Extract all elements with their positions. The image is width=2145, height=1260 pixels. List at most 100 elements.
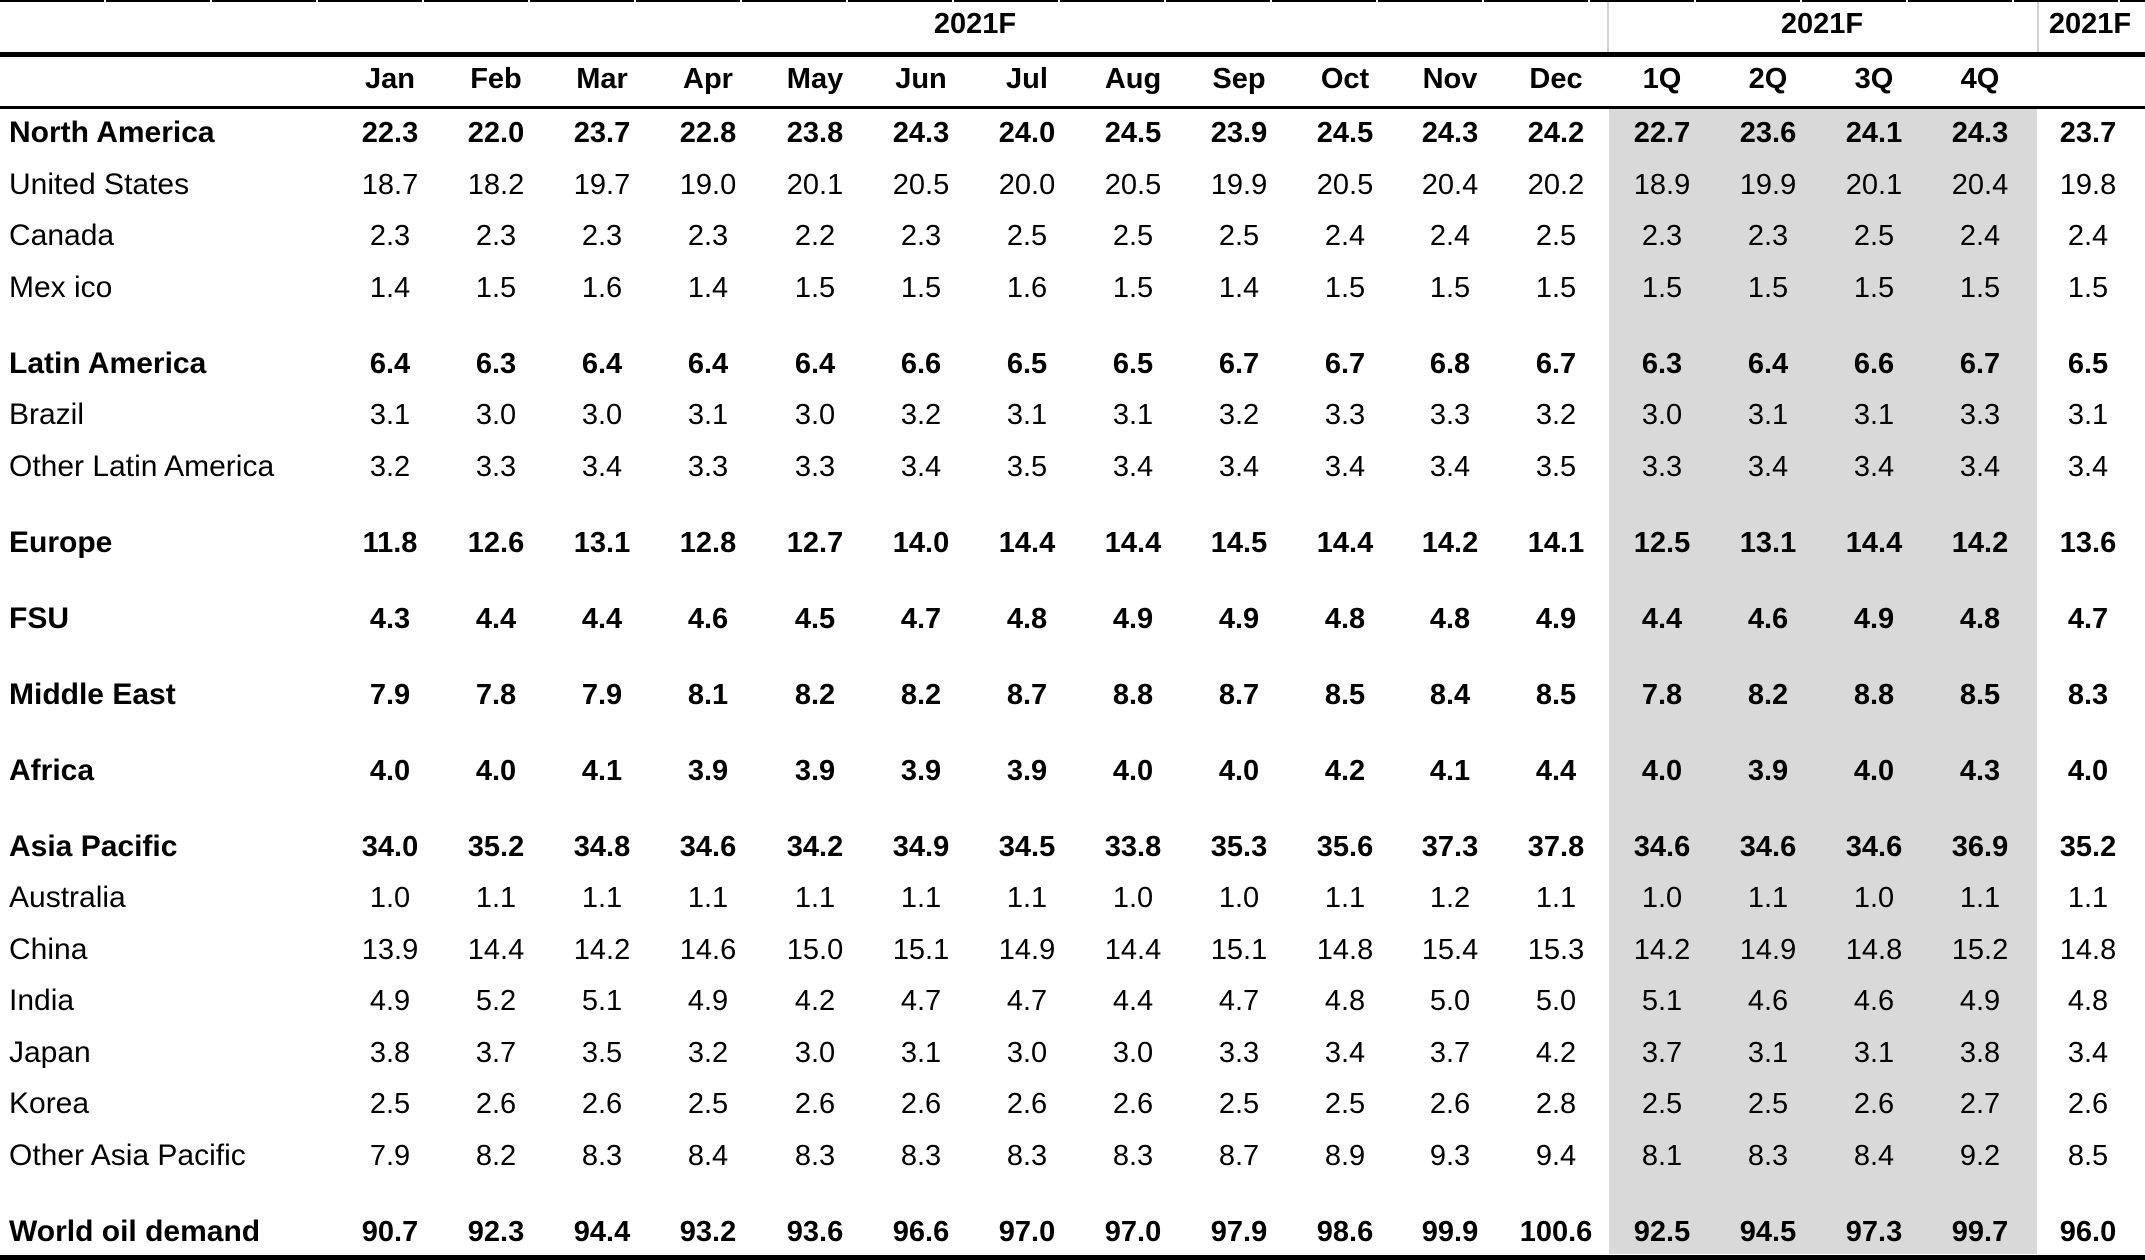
table-cell: 4.4	[581, 602, 623, 635]
table-cell: 3.9	[1006, 754, 1048, 787]
table-cell: 1.5	[1853, 271, 1895, 304]
row-label: Latin America	[9, 346, 207, 380]
row-label: India	[9, 984, 75, 1017]
table-cell: 13.6	[2059, 526, 2117, 559]
table-cell: 1.1	[1006, 882, 1048, 914]
table-cell: 15.2	[1951, 933, 2009, 966]
table-cell: 3.2	[687, 1036, 729, 1069]
table-cell: 18.7	[361, 168, 419, 201]
table-cell: 1.0	[1218, 882, 1260, 914]
table-cell: 3.2	[900, 399, 942, 431]
table-cell: 14.8	[1845, 933, 1903, 966]
table-cell: 4.0	[369, 754, 411, 787]
row-label: North America	[9, 116, 215, 149]
table-cell: 2.4	[1324, 220, 1366, 252]
table-cell: 1.5	[900, 271, 942, 304]
table-rule	[1908, 0, 2012, 2]
table-cell: 24.3	[1951, 117, 2009, 149]
table-rule	[636, 0, 740, 2]
table-cell: 24.1	[1845, 117, 1903, 149]
table-cell: 2.5	[1747, 1088, 1789, 1120]
table-cell: 3.4	[1959, 450, 2001, 483]
table-cell: 20.4	[1421, 168, 1479, 201]
table-cell: 3.9	[1747, 754, 1789, 787]
table-cell: 5.1	[1641, 985, 1683, 1017]
table-cell: 24.5	[1104, 117, 1162, 149]
table-cell: 2.6	[581, 1088, 623, 1120]
table-cell: 3.3	[475, 450, 517, 483]
table-cell: 8.9	[1324, 1139, 1366, 1172]
table-cell: 3.3	[1429, 399, 1471, 431]
table-cell: 2.4	[2067, 220, 2109, 252]
table-rule	[1166, 0, 1270, 2]
table-cell: 4.9	[1112, 602, 1154, 635]
table-cell: 99.7	[1951, 1215, 2009, 1248]
table-cell: 100.6	[1519, 1215, 1593, 1248]
table-cell: 4.8	[1324, 602, 1366, 635]
table-rule	[424, 0, 528, 2]
table-cell: 33.8	[1104, 830, 1162, 863]
table-cell: 4.8	[1429, 602, 1471, 635]
table-cell: 6.4	[687, 347, 729, 380]
table-cell: 93.6	[786, 1215, 844, 1248]
table-cell: 24.0	[998, 117, 1056, 149]
table-cell: 14.9	[1739, 933, 1797, 966]
table-cell: 6.6	[1853, 347, 1895, 380]
table-cell: 3.1	[1747, 399, 1789, 431]
row-label: Other Asia Pacific	[9, 1138, 246, 1172]
table-cell: 1.5	[1324, 271, 1366, 304]
table-rule	[1696, 0, 1800, 2]
table-cell: 14.8	[1316, 933, 1374, 966]
table-cell: 3.3	[1324, 399, 1366, 431]
row-label: Korea	[9, 1087, 90, 1120]
table-cell: 1.5	[2067, 271, 2109, 304]
table-cell: 4.7	[2067, 602, 2109, 635]
table-cell: 8.5	[2067, 1139, 2109, 1172]
table-cell: 34.6	[1633, 830, 1691, 863]
table-cell: 23.8	[786, 117, 844, 149]
row-label: Japan	[9, 1035, 91, 1069]
table-cell: 37.3	[1421, 830, 1479, 863]
table-cell: 18.9	[1633, 168, 1691, 201]
table-cell: 20.1	[786, 168, 844, 201]
table-cell: 12.5	[1633, 526, 1691, 559]
table-cell: 4.2	[794, 985, 836, 1017]
table-cell: 8.2	[1747, 678, 1789, 711]
table-cell: 3.0	[1641, 399, 1683, 431]
column-header: Nov	[1422, 63, 1478, 95]
table-cell: 4.4	[1641, 602, 1683, 635]
table-cell: 8.3	[581, 1139, 623, 1172]
table-cell: 1.4	[369, 271, 411, 304]
table-cell: 2.5	[1853, 220, 1895, 252]
row-label: Mex ico	[9, 270, 113, 304]
table-cell: 4.7	[1006, 985, 1048, 1017]
table-cell: 3.4	[1747, 450, 1789, 483]
table-cell: 4.7	[900, 602, 942, 635]
table-cell: 3.1	[1853, 399, 1895, 431]
table-cell: 4.6	[687, 602, 729, 635]
table-cell: 4.4	[475, 602, 517, 635]
table-cell: 1.5	[1747, 271, 1789, 304]
table-cell: 23.7	[573, 117, 631, 149]
table-cell: 6.3	[1641, 347, 1683, 380]
table-rule	[0, 0, 104, 2]
row-label: Australia	[9, 881, 126, 914]
table-cell: 37.8	[1527, 830, 1585, 863]
row-label: Canada	[9, 219, 115, 252]
table-cell: 14.0	[892, 526, 950, 559]
table-rule	[2120, 0, 2145, 2]
row-label: Middle East	[9, 677, 176, 711]
table-cell: 3.3	[794, 450, 836, 483]
table-cell: 7.9	[369, 678, 411, 711]
table-cell: 3.0	[1006, 1036, 1048, 1069]
table-cell: 8.3	[1747, 1139, 1789, 1172]
table-cell: 6.4	[794, 347, 836, 380]
table-cell: 3.4	[2067, 1036, 2109, 1069]
table-cell: 4.5	[794, 602, 836, 635]
table-cell: 94.4	[573, 1215, 631, 1248]
table-cell: 8.3	[1112, 1139, 1154, 1172]
table-cell: 3.4	[1218, 450, 1260, 483]
quarterly-shading	[1609, 108, 2037, 1254]
table-cell: 24.3	[1421, 117, 1479, 149]
